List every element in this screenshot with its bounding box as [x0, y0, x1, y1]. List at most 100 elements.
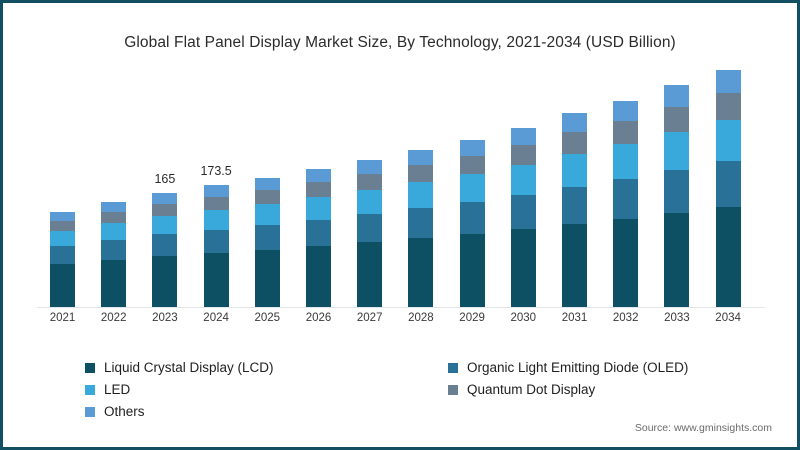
x-axis-tick-2032: 2032	[612, 312, 639, 324]
x-axis-tick-2027: 2027	[356, 312, 383, 324]
bar-segment-others	[254, 178, 280, 190]
legend-column-left: Liquid Crystal Display (LCD) LED Others	[85, 357, 274, 423]
bar-segment-quantum-dot	[254, 190, 280, 204]
legend-item-others[interactable]: Others	[85, 401, 274, 422]
legend-swatch-icon	[85, 406, 95, 417]
x-axis-tick-2028: 2028	[408, 312, 434, 324]
bar-segment-oled	[510, 195, 536, 229]
bar-segment-quantum-dot	[562, 132, 587, 154]
bar-segment-lcd	[50, 264, 75, 307]
bar-segment-lcd	[254, 250, 280, 307]
legend-item-label: Others	[104, 404, 145, 419]
bar-stack	[357, 160, 383, 307]
x-axis-tick-2024: 2024	[203, 312, 229, 324]
legend-item-led[interactable]: LED	[85, 379, 274, 400]
chart-baseline	[37, 307, 765, 308]
bar-value-label-2024: 173.5	[200, 164, 232, 178]
bar-segment-lcd	[510, 229, 536, 307]
bar-segment-quantum-dot	[715, 93, 741, 120]
legend-swatch-icon	[85, 384, 95, 395]
bar-segment-lcd	[203, 253, 229, 307]
legend-item-lcd[interactable]: Liquid Crystal Display (LCD)	[85, 357, 274, 378]
bar-segment-others	[562, 113, 587, 132]
bar-segment-led	[306, 197, 331, 220]
bar-segment-lcd	[459, 234, 485, 307]
chart-legend: Liquid Crystal Display (LCD) LED Others Or…	[85, 357, 725, 419]
bar-segment-lcd	[357, 242, 383, 307]
source-attribution: Source: www.gminsights.com	[634, 422, 772, 434]
bar-segment-led	[562, 154, 587, 187]
bar-stack	[510, 128, 536, 307]
bar-segment-oled	[254, 225, 280, 250]
bar-segment-lcd	[101, 260, 127, 307]
bar-segment-lcd	[715, 207, 741, 307]
bar-segment-led	[664, 132, 690, 170]
bar-segment-others	[152, 193, 178, 204]
bar-stack	[408, 150, 434, 307]
x-axis-tick-2031: 2031	[561, 312, 588, 324]
bar-segment-oled	[715, 161, 741, 207]
bar-segment-lcd	[408, 238, 434, 307]
bar-segment-lcd	[562, 224, 587, 307]
legend-swatch-icon	[448, 384, 458, 395]
bar-value-label-2023: 165	[154, 172, 176, 186]
page-title: Global Flat Panel Display Market Size, B…	[124, 34, 676, 51]
x-axis-tick-2026: 2026	[305, 312, 332, 324]
bar-segment-led	[101, 223, 127, 240]
bar-segment-oled	[101, 240, 127, 260]
x-axis-tick-2030: 2030	[510, 312, 537, 324]
legend-column-right: Organic Light Emitting Diode (OLED) Quant…	[448, 357, 688, 401]
bar-segment-quantum-dot	[306, 182, 331, 197]
bar-stack	[459, 140, 485, 307]
bar-stack	[203, 185, 229, 307]
legend-swatch-icon	[448, 362, 458, 373]
bar-segment-others	[459, 140, 485, 156]
bar-segment-quantum-dot	[510, 145, 536, 165]
legend-item-quantum_dot[interactable]: Quantum Dot Display	[448, 379, 688, 400]
x-axis: 2021 2022 2023 2024 2025 2026 2027 2028 2029 2030…	[37, 312, 769, 332]
x-axis-tick-2021: 2021	[49, 312, 76, 324]
bar-segment-others	[510, 128, 536, 145]
bar-stack	[50, 212, 75, 307]
bar-segment-quantum-dot	[664, 107, 690, 132]
bar-stack	[152, 193, 178, 307]
bar-stack	[254, 178, 280, 307]
bar-segment-quantum-dot	[459, 156, 485, 174]
bar-segment-quantum-dot	[357, 174, 383, 190]
x-axis-tick-2023: 2023	[152, 312, 178, 324]
bar-segment-led	[510, 165, 536, 195]
bar-segment-oled	[203, 230, 229, 253]
bar-segment-led	[715, 120, 741, 161]
bar-segment-oled	[50, 246, 75, 264]
bar-stack	[306, 169, 331, 307]
bar-segment-led	[254, 204, 280, 225]
bar-segment-quantum-dot	[613, 121, 639, 144]
bar-stack	[664, 85, 690, 307]
bar-segment-lcd	[152, 256, 178, 307]
x-axis-tick-2034: 2034	[715, 312, 741, 324]
bar-segment-others	[715, 70, 741, 93]
bar-segment-oled	[459, 202, 485, 234]
x-axis-tick-2033: 2033	[664, 312, 690, 324]
bar-segment-oled	[664, 170, 690, 213]
bar-segment-others	[306, 169, 331, 182]
bar-segment-led	[408, 182, 434, 208]
bar-segment-lcd	[306, 246, 331, 307]
bar-segment-others	[50, 212, 75, 221]
legend-item-oled[interactable]: Organic Light Emitting Diode (OLED)	[448, 357, 688, 378]
x-axis-tick-2029: 2029	[459, 312, 485, 324]
bar-segment-led	[50, 231, 75, 246]
bar-stack	[715, 70, 741, 307]
bar-segment-others	[203, 185, 229, 197]
bar-segment-quantum-dot	[50, 221, 75, 231]
bar-segment-led	[203, 210, 229, 230]
bar-segment-oled	[152, 234, 178, 256]
x-axis-tick-2022: 2022	[100, 312, 127, 324]
legend-item-label: Liquid Crystal Display (LCD)	[104, 360, 274, 375]
bar-segment-led	[613, 144, 639, 179]
bar-segment-oled	[306, 220, 331, 246]
bar-stack	[562, 113, 587, 307]
bar-segment-quantum-dot	[408, 165, 434, 182]
legend-item-label: LED	[104, 382, 131, 397]
